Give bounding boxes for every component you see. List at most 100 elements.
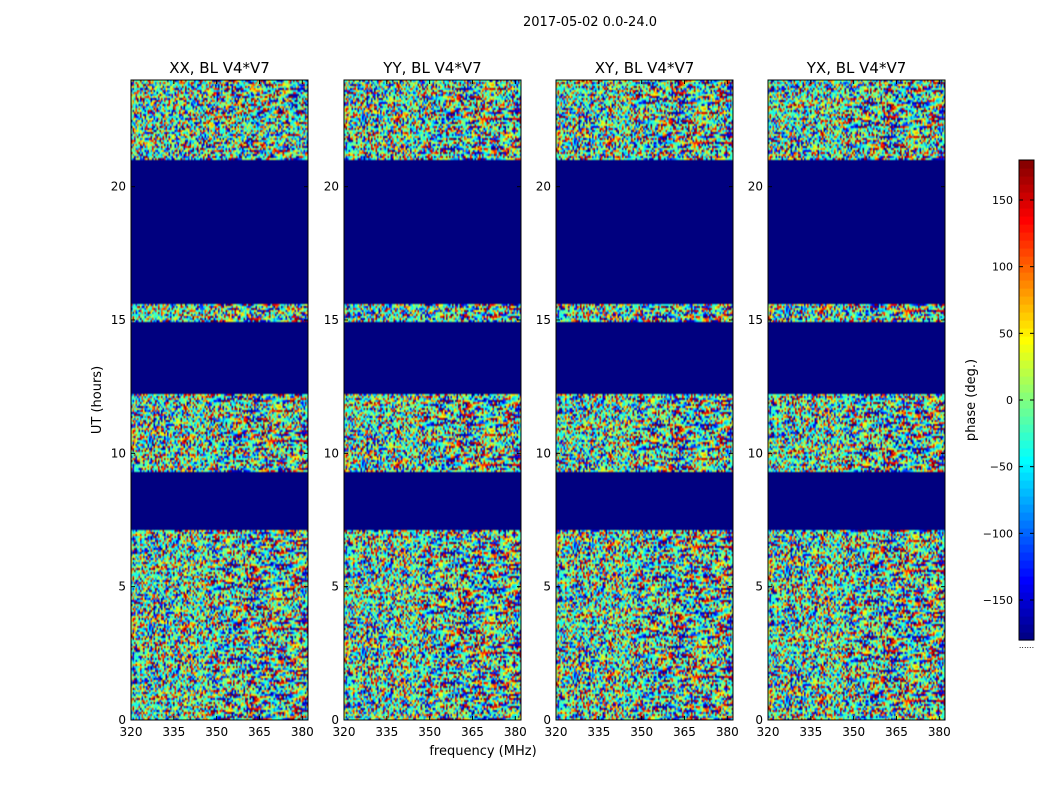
colorbar-segment (1019, 536, 1034, 545)
panel-1-frame (130, 79, 309, 721)
colorbar-segment (1019, 616, 1034, 625)
x-tick-label: 335 (799, 725, 822, 739)
colorbar-segment (1019, 384, 1034, 393)
y-tick-label: 20 (536, 180, 551, 194)
colorbar-segment (1019, 344, 1034, 353)
colorbar-segment (1019, 520, 1034, 529)
x-tick-label: 380 (716, 725, 739, 739)
panel-1: XX, BL V4*V7 320 335 350 365 380 0 5 10 15 20 (111, 59, 314, 739)
y-tick-label: 15 (748, 313, 763, 327)
colorbar-segment (1019, 392, 1034, 401)
panel-2-frame (343, 79, 522, 721)
colorbar-segment (1019, 552, 1034, 561)
x-tick-label: 350 (842, 725, 865, 739)
y-tick-label: 5 (755, 580, 763, 594)
colorbar-segment (1019, 512, 1034, 521)
colorbar-segment (1019, 632, 1034, 641)
colorbar-segment (1019, 440, 1034, 449)
colorbar-tick-label: 0 (1006, 394, 1013, 407)
colorbar-segment (1019, 232, 1034, 241)
y-tick-label: 0 (331, 713, 339, 727)
panel-title: YY, BL V4*V7 (382, 59, 481, 77)
y-tick-label: 15 (536, 313, 551, 327)
colorbar-segment (1019, 352, 1034, 361)
colorbar-segment (1019, 544, 1034, 553)
y-tick-label: 10 (111, 446, 126, 460)
panel-4: YX, BL V4*V7 320 335 350 365 380 0 5 10 15 20 (748, 59, 951, 739)
y-tick-label: 20 (111, 180, 126, 194)
y-tick-label: 15 (324, 313, 339, 327)
y-tick-label: 0 (543, 713, 551, 727)
colorbar-segment (1019, 312, 1034, 321)
colorbar-segment (1019, 432, 1034, 441)
x-tick-label: 350 (418, 725, 441, 739)
y-tick-label: 20 (324, 180, 339, 194)
x-tick-label: 335 (162, 725, 185, 739)
colorbar-segment (1019, 496, 1034, 505)
y-tick-label: 5 (543, 580, 551, 594)
y-tick-label: 20 (748, 180, 763, 194)
panel-3-waterfall (556, 80, 733, 720)
colorbar-segment (1019, 160, 1034, 169)
colorbar-segment (1019, 504, 1034, 513)
x-tick-label: 350 (630, 725, 653, 739)
colorbar-segment (1019, 456, 1034, 465)
colorbar-segment (1019, 304, 1034, 313)
x-tick-label: 320 (333, 725, 356, 739)
colorbar-segment (1019, 264, 1034, 273)
colorbar-segment (1019, 464, 1034, 473)
colorbar-segment (1019, 176, 1034, 185)
y-tick-label: 10 (536, 446, 551, 460)
panel-3: XY, BL V4*V7 320 335 350 365 380 0 5 10 15 20 (536, 59, 739, 739)
colorbar-segment (1019, 528, 1034, 537)
figure-title: 2017-05-02 0.0-24.0 (523, 15, 657, 30)
colorbar: 150 100 50 0 −50 −100 −150...... (983, 159, 1035, 650)
x-tick-label: 335 (587, 725, 610, 739)
colorbar-segment (1019, 584, 1034, 593)
colorbar-segment (1019, 592, 1034, 601)
y-tick-label: 5 (118, 580, 126, 594)
y-tick-label: 0 (118, 713, 126, 727)
y-axis-label: UT (hours) (90, 366, 105, 434)
colorbar-segment (1019, 240, 1034, 249)
x-tick-label: 320 (545, 725, 568, 739)
x-tick-label: 320 (120, 725, 143, 739)
y-tick-label: 5 (331, 580, 339, 594)
x-tick-label: 365 (248, 725, 271, 739)
colorbar-segment (1019, 256, 1034, 265)
colorbar-segment (1019, 368, 1034, 377)
panel-title: YX, BL V4*V7 (806, 59, 907, 77)
panels-group: XX, BL V4*V7 320 335 350 365 380 0 5 10 15 20 YY, B… (111, 59, 951, 739)
colorbar-segment (1019, 208, 1034, 217)
colorbar-segment (1019, 320, 1034, 329)
colorbar-tick-label: −100 (983, 527, 1013, 540)
x-tick-label: 365 (885, 725, 908, 739)
panel-title: XX, BL V4*V7 (169, 59, 270, 77)
colorbar-footer: ...... (1019, 641, 1034, 650)
colorbar-segment (1019, 288, 1034, 297)
x-tick-label: 380 (928, 725, 951, 739)
x-tick-label: 350 (205, 725, 228, 739)
panel-4-frame (767, 79, 946, 721)
colorbar-segment (1019, 576, 1034, 585)
colorbar-segment (1019, 408, 1034, 417)
x-tick-label: 320 (757, 725, 780, 739)
colorbar-segment (1019, 424, 1034, 433)
colorbar-segment (1019, 608, 1034, 617)
colorbar-tick-label: 50 (999, 327, 1013, 340)
colorbar-segment (1019, 216, 1034, 225)
colorbar-segment (1019, 624, 1034, 633)
x-tick-label: 365 (673, 725, 696, 739)
colorbar-segment (1019, 336, 1034, 345)
y-tick-label: 10 (748, 446, 763, 460)
colorbar-segment (1019, 488, 1034, 497)
colorbar-segment (1019, 472, 1034, 481)
colorbar-tick-label: −150 (983, 594, 1013, 607)
colorbar-segment (1019, 600, 1034, 609)
colorbar-segment (1019, 200, 1034, 209)
colorbar-label: phase (deg.) (964, 359, 979, 441)
colorbar-segment (1019, 280, 1034, 289)
colorbar-segment (1019, 448, 1034, 457)
x-axis-label: frequency (MHz) (429, 744, 536, 759)
